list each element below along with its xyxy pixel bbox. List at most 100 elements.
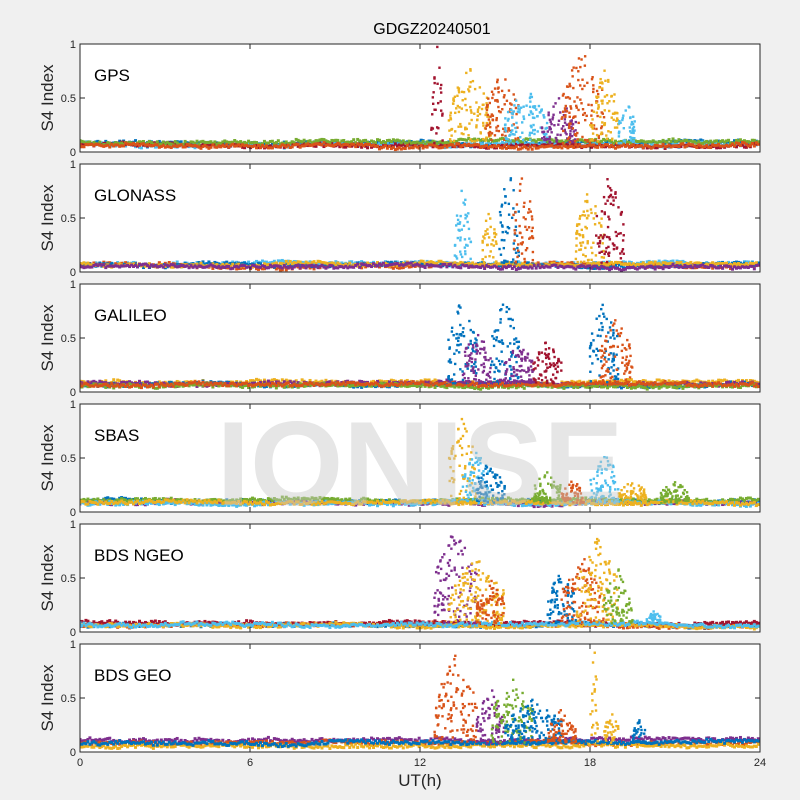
data-point — [417, 146, 421, 150]
data-point — [493, 228, 496, 231]
data-point — [595, 111, 599, 114]
data-point — [497, 91, 500, 94]
data-point — [235, 267, 239, 271]
data-point — [600, 256, 604, 259]
data-point — [529, 210, 532, 213]
data-point — [501, 108, 504, 111]
data-point — [436, 45, 439, 49]
data-point — [671, 139, 675, 143]
data-point — [449, 264, 453, 268]
data-point — [171, 263, 175, 267]
data-point — [486, 232, 489, 235]
data-point — [320, 137, 324, 141]
data-point — [358, 143, 362, 147]
data-point — [683, 145, 687, 149]
data-point — [564, 96, 568, 99]
data-point — [268, 379, 272, 383]
data-point — [310, 263, 314, 267]
data-point — [725, 143, 729, 147]
data-point — [227, 264, 231, 268]
data-point — [249, 379, 253, 383]
data-point — [508, 264, 512, 268]
data-point — [221, 143, 225, 147]
data-point — [334, 263, 338, 267]
data-point — [635, 142, 639, 146]
data-point — [607, 80, 610, 83]
data-point — [465, 215, 469, 218]
data-point — [598, 239, 602, 243]
data-point — [754, 141, 758, 145]
data-point — [124, 143, 128, 147]
data-point — [453, 95, 457, 98]
data-point — [415, 145, 419, 149]
data-point — [459, 250, 462, 253]
data-point — [661, 141, 665, 145]
data-point — [469, 68, 472, 71]
data-point — [485, 136, 488, 139]
data-point — [524, 217, 527, 221]
data-point — [604, 143, 608, 147]
data-point — [511, 133, 514, 136]
data-point — [245, 141, 249, 145]
data-point — [344, 264, 348, 268]
data-point — [370, 145, 374, 149]
data-point — [209, 263, 213, 267]
data-point — [600, 217, 603, 220]
data-point — [524, 248, 528, 252]
data-point — [322, 143, 326, 147]
data-point — [585, 216, 589, 220]
data-point — [641, 141, 645, 145]
data-point — [566, 262, 570, 266]
data-point — [421, 146, 425, 150]
data-point — [451, 140, 455, 144]
data-point — [723, 264, 727, 268]
data-point — [711, 379, 715, 383]
data-point — [661, 267, 665, 271]
data-point — [448, 138, 452, 141]
data-point — [568, 265, 572, 269]
data-point — [249, 265, 253, 269]
data-point — [294, 379, 298, 383]
data-point — [195, 261, 199, 265]
data-point — [569, 120, 572, 123]
data-point — [625, 143, 629, 147]
data-point — [338, 265, 342, 269]
data-point — [600, 126, 603, 130]
data-point — [566, 143, 570, 147]
data-point — [475, 144, 479, 148]
data-point — [348, 140, 352, 144]
data-point — [120, 144, 124, 148]
data-point — [564, 115, 567, 119]
data-point — [493, 264, 497, 268]
data-point — [399, 141, 403, 145]
data-point — [641, 146, 645, 150]
data-point — [332, 141, 336, 145]
data-point — [635, 144, 639, 148]
data-point — [193, 141, 197, 145]
data-point — [471, 143, 475, 147]
data-point — [500, 261, 503, 264]
data-point — [245, 143, 249, 147]
data-point — [328, 143, 332, 147]
data-point — [532, 141, 536, 145]
data-point — [488, 101, 491, 105]
data-point — [566, 137, 570, 141]
data-point — [510, 262, 514, 266]
data-point — [437, 142, 441, 146]
data-point — [592, 84, 595, 87]
data-point — [734, 138, 738, 142]
data-point — [155, 265, 159, 269]
data-point — [585, 193, 589, 196]
data-point — [336, 138, 340, 142]
data-point — [602, 256, 606, 259]
data-point — [477, 263, 481, 267]
data-point — [542, 114, 545, 117]
data-point — [705, 261, 709, 265]
data-point — [617, 142, 620, 145]
data-point — [280, 378, 284, 382]
data-point — [221, 262, 225, 266]
data-point — [579, 98, 582, 101]
data-point — [503, 259, 506, 263]
data-point — [609, 131, 612, 134]
data-point — [199, 146, 203, 150]
